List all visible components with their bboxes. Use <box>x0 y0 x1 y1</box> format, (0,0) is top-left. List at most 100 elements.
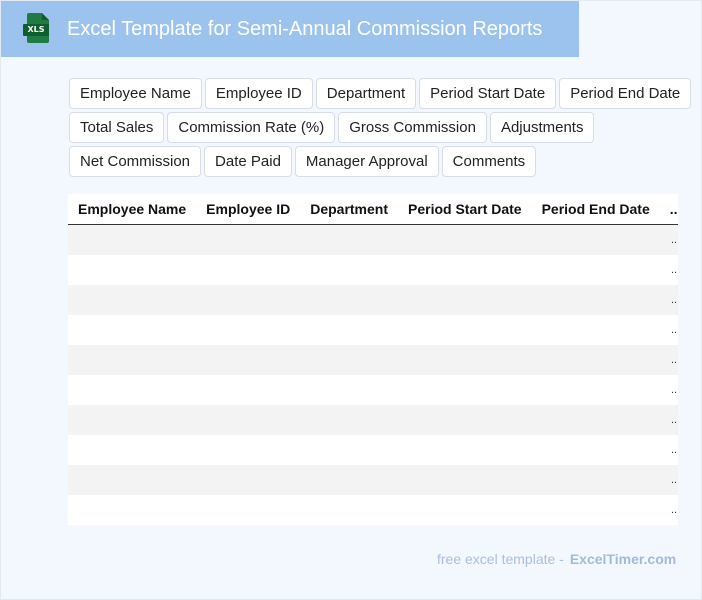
table-cell <box>398 375 532 405</box>
table-cell <box>300 465 398 495</box>
table-cell: ... <box>659 435 678 465</box>
field-chip: Period Start Date <box>419 78 557 109</box>
table-cell <box>196 495 301 525</box>
table-cell <box>300 315 398 345</box>
field-chip: Employee Name <box>69 78 202 109</box>
table-cell <box>398 345 532 375</box>
table-row: ... <box>68 224 678 255</box>
table-cell: ... <box>659 285 678 315</box>
table-cell <box>196 345 301 375</box>
table-cell <box>531 224 660 255</box>
preview-table: Employee Name Employee ID Department Period… <box>68 194 678 525</box>
table-cell <box>300 435 398 465</box>
table-row: ... <box>68 255 678 285</box>
field-chips: Employee Name Employee ID Department Period… <box>69 78 692 180</box>
table-cell <box>300 375 398 405</box>
table-cell <box>68 495 197 525</box>
table-cell <box>300 255 398 285</box>
table-cell <box>398 224 532 255</box>
table-cell <box>300 285 398 315</box>
table-cell <box>68 405 197 435</box>
field-chip: Employee ID <box>204 78 313 109</box>
table-row: ... <box>68 315 678 345</box>
table-cell <box>68 465 197 495</box>
xls-icon-label: XLS <box>23 24 49 36</box>
table-cell <box>68 435 197 465</box>
column-header: Employee ID <box>196 194 301 225</box>
table-cell <box>196 375 301 405</box>
table-cell <box>196 405 301 435</box>
table-cell <box>68 255 197 285</box>
table-cell <box>68 345 197 375</box>
field-chip-row-2: Total Sales Commission Rate (%) Gross Comm… <box>69 112 689 143</box>
field-chip: Net Commission <box>69 146 202 177</box>
table-cell <box>531 345 660 375</box>
preview-table-wrap: Employee Name Employee ID Department Period… <box>68 194 678 525</box>
field-chip: Department <box>315 78 417 109</box>
table-cell <box>196 255 301 285</box>
table-cell: ... <box>659 224 678 255</box>
table-cell <box>300 224 398 255</box>
column-header: Employee Name <box>68 194 197 225</box>
column-header: Period End Date <box>531 194 660 225</box>
table-cell <box>300 495 398 525</box>
field-chip: Gross Commission <box>338 112 487 143</box>
table-cell: ... <box>659 315 678 345</box>
page-title: Excel Template for Semi-Annual Commissio… <box>67 17 543 40</box>
table-row: ... <box>68 375 678 405</box>
table-cell <box>398 405 532 435</box>
table-header-row: Employee Name Employee ID Department Period… <box>68 194 678 225</box>
table-cell <box>196 435 301 465</box>
footer-brand-link[interactable]: ExcelTimer.com <box>569 551 677 567</box>
table-body: .............................. <box>68 224 678 525</box>
table-row: ... <box>68 345 678 375</box>
table-cell <box>531 495 660 525</box>
table-cell <box>300 405 398 435</box>
table-cell <box>196 465 301 495</box>
field-chip: Date Paid <box>204 146 292 177</box>
table-cell <box>68 285 197 315</box>
table-row: ... <box>68 435 678 465</box>
field-chip: Manager Approval <box>294 146 439 177</box>
table-cell: ... <box>659 495 678 525</box>
table-cell <box>531 435 660 465</box>
table-cell <box>398 315 532 345</box>
table-cell <box>68 375 197 405</box>
table-cell <box>196 285 301 315</box>
table-cell <box>68 224 197 255</box>
table-cell: ... <box>659 465 678 495</box>
table-cell <box>531 465 660 495</box>
table-cell: ... <box>659 405 678 435</box>
field-chip: Comments <box>441 146 537 177</box>
table-row: ... <box>68 495 678 525</box>
table-cell <box>531 315 660 345</box>
column-header: ... <box>659 194 678 225</box>
table-cell <box>531 375 660 405</box>
table-cell <box>531 255 660 285</box>
table-cell <box>531 285 660 315</box>
table-cell <box>398 495 532 525</box>
table-cell <box>196 224 301 255</box>
table-cell <box>196 315 301 345</box>
table-cell <box>68 315 197 345</box>
excel-xls-icon: XLS <box>23 13 51 45</box>
field-chip: Total Sales <box>69 112 165 143</box>
field-chip-row-3: Net Commission Date Paid Manager Approval C… <box>69 146 689 177</box>
column-header: Department <box>300 194 398 225</box>
header-banner: XLS Excel Template for Semi-Annual Commi… <box>1 1 579 57</box>
table-row: ... <box>68 465 678 495</box>
table-row: ... <box>68 405 678 435</box>
field-chip: Commission Rate (%) <box>167 112 336 143</box>
table-cell: ... <box>659 255 678 285</box>
footer: free excel template - ExcelTimer.com <box>437 551 676 567</box>
table-cell <box>398 255 532 285</box>
table-cell: ... <box>659 375 678 405</box>
footer-text: free excel template - <box>437 551 564 567</box>
table-row: ... <box>68 285 678 315</box>
field-chip-row-1: Employee Name Employee ID Department Period… <box>69 78 692 109</box>
table-cell <box>398 285 532 315</box>
table-cell <box>300 345 398 375</box>
table-cell <box>398 435 532 465</box>
field-chip: Adjustments <box>489 112 595 143</box>
field-chip: Period End Date <box>559 78 692 109</box>
